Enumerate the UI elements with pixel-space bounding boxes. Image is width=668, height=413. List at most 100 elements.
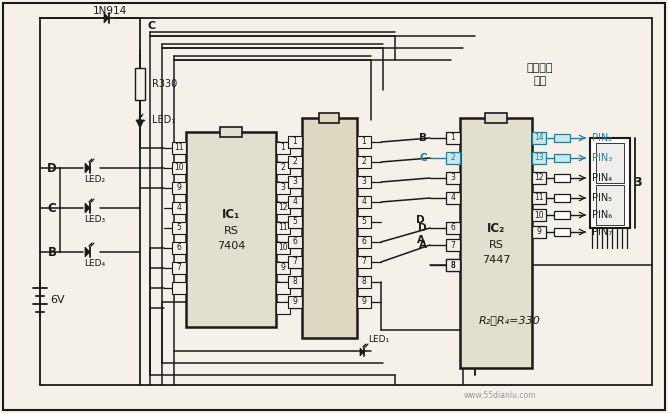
Text: R₂～R₄=330: R₂～R₄=330 xyxy=(479,315,541,325)
Bar xyxy=(532,152,546,164)
Text: 11: 11 xyxy=(534,194,544,202)
Text: 3: 3 xyxy=(293,178,297,187)
Text: 6: 6 xyxy=(176,244,182,252)
Text: 5: 5 xyxy=(293,218,297,226)
Text: 11: 11 xyxy=(174,143,184,152)
Bar xyxy=(302,118,357,338)
Text: 9: 9 xyxy=(281,263,285,273)
Text: PIN₂: PIN₂ xyxy=(592,133,612,143)
Text: 1: 1 xyxy=(361,138,366,147)
Text: 4: 4 xyxy=(361,197,367,206)
Bar xyxy=(172,142,186,154)
Text: 5: 5 xyxy=(361,218,367,226)
Bar xyxy=(288,136,302,148)
Text: LED₁: LED₁ xyxy=(369,335,389,344)
Text: 12: 12 xyxy=(534,173,544,183)
Bar xyxy=(554,228,570,236)
Text: 1: 1 xyxy=(281,143,285,152)
Bar xyxy=(596,185,624,225)
Bar xyxy=(288,296,302,308)
Bar xyxy=(186,132,276,327)
Polygon shape xyxy=(360,348,364,356)
Bar xyxy=(446,132,460,144)
Bar xyxy=(554,174,570,182)
Bar xyxy=(288,256,302,268)
Bar xyxy=(532,226,546,238)
Text: PIN₇: PIN₇ xyxy=(592,227,612,237)
Text: 2: 2 xyxy=(361,157,366,166)
Text: 7: 7 xyxy=(293,257,297,266)
Bar xyxy=(446,192,460,204)
Bar xyxy=(532,209,546,221)
Text: 7404: 7404 xyxy=(217,241,245,251)
Text: 2: 2 xyxy=(451,154,456,162)
Text: 11: 11 xyxy=(279,223,288,233)
Bar xyxy=(172,162,186,174)
Text: 6V: 6V xyxy=(50,295,65,305)
Text: 3: 3 xyxy=(281,183,285,192)
Text: 12: 12 xyxy=(279,204,288,213)
Text: 4: 4 xyxy=(176,204,182,213)
Text: 9: 9 xyxy=(176,183,182,192)
Text: 9: 9 xyxy=(361,297,367,306)
Text: B: B xyxy=(419,133,427,143)
Bar xyxy=(554,194,570,202)
Bar xyxy=(357,156,371,168)
Bar xyxy=(288,156,302,168)
Bar xyxy=(319,113,339,123)
Text: 3: 3 xyxy=(361,178,367,187)
Bar xyxy=(288,276,302,288)
Bar xyxy=(554,134,570,142)
Text: 4: 4 xyxy=(293,197,297,206)
Bar xyxy=(532,192,546,204)
Text: A: A xyxy=(419,240,427,250)
Bar xyxy=(446,259,460,271)
Text: 10: 10 xyxy=(174,164,184,173)
Text: PIN₅: PIN₅ xyxy=(592,193,612,203)
Text: C: C xyxy=(47,202,56,214)
Text: D: D xyxy=(47,161,57,175)
Bar xyxy=(446,222,460,234)
Text: B: B xyxy=(47,245,57,259)
Text: D: D xyxy=(416,215,425,225)
Bar xyxy=(357,216,371,228)
Bar xyxy=(596,143,624,183)
Text: R330: R330 xyxy=(152,79,177,89)
Text: 显示: 显示 xyxy=(533,76,546,86)
Bar xyxy=(357,196,371,208)
Bar xyxy=(172,222,186,234)
Bar xyxy=(172,262,186,274)
Bar xyxy=(288,176,302,188)
Text: D: D xyxy=(418,223,427,233)
Bar xyxy=(446,172,460,184)
Text: PIN₄: PIN₄ xyxy=(592,173,612,183)
Bar xyxy=(288,236,302,248)
Text: C: C xyxy=(148,21,156,31)
Bar xyxy=(276,182,290,194)
Bar xyxy=(276,162,290,174)
Bar xyxy=(554,154,570,162)
Polygon shape xyxy=(85,203,90,213)
Text: 8: 8 xyxy=(451,261,456,270)
Bar xyxy=(357,136,371,148)
Text: 3: 3 xyxy=(634,176,643,190)
Bar xyxy=(135,68,145,100)
Bar xyxy=(554,211,570,219)
Text: LED₃: LED₃ xyxy=(84,216,106,225)
Text: 2: 2 xyxy=(281,164,285,173)
Text: 7: 7 xyxy=(361,257,367,266)
Bar xyxy=(357,296,371,308)
Text: 7447: 7447 xyxy=(482,255,510,265)
Text: 8: 8 xyxy=(361,278,366,287)
Bar xyxy=(532,172,546,184)
Text: 3: 3 xyxy=(450,173,456,183)
Bar xyxy=(446,152,460,164)
Bar xyxy=(276,142,290,154)
Text: 14: 14 xyxy=(534,133,544,142)
Text: LED₁: LED₁ xyxy=(152,115,175,125)
Text: 7: 7 xyxy=(450,240,456,249)
Text: 9: 9 xyxy=(536,228,542,237)
Bar xyxy=(172,242,186,254)
Bar xyxy=(288,196,302,208)
Text: 4: 4 xyxy=(450,194,456,202)
